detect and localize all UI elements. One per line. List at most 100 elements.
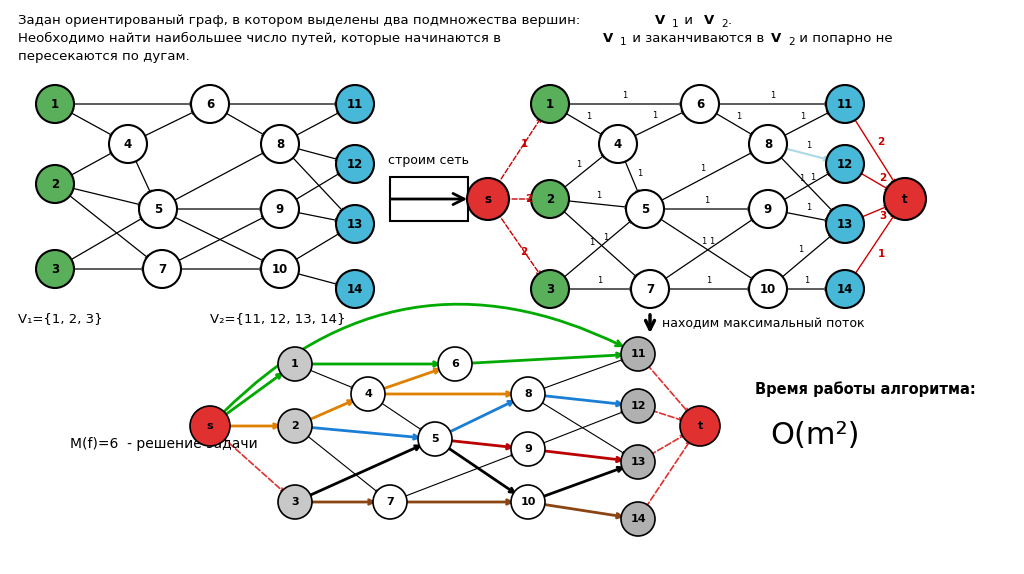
FancyArrowPatch shape (657, 218, 754, 280)
Text: 1: 1 (806, 141, 811, 150)
Text: 10: 10 (272, 262, 288, 276)
Text: 1: 1 (597, 276, 603, 285)
Text: 1: 1 (770, 91, 775, 99)
Text: 1: 1 (586, 112, 591, 121)
Text: 5: 5 (154, 203, 162, 215)
Text: 1: 1 (575, 160, 581, 169)
Text: 12: 12 (630, 401, 646, 411)
Text: 14: 14 (837, 282, 853, 296)
Text: Необходимо найти наибольшее число путей, которые начинаются в: Необходимо найти наибольшее число путей,… (18, 32, 505, 45)
Circle shape (599, 125, 637, 163)
Circle shape (36, 165, 74, 203)
FancyArrowPatch shape (632, 111, 685, 137)
Text: Время работы алгоритма:: Время работы алгоритма: (755, 381, 976, 397)
FancyArrowPatch shape (565, 288, 633, 290)
Text: 1: 1 (707, 276, 712, 285)
FancyArrowPatch shape (542, 395, 622, 406)
Text: 13: 13 (347, 218, 364, 231)
FancyArrowPatch shape (541, 359, 624, 389)
FancyArrowPatch shape (177, 267, 263, 271)
Text: 9: 9 (524, 444, 531, 454)
Circle shape (278, 485, 312, 519)
FancyArrowPatch shape (779, 235, 833, 279)
Circle shape (278, 409, 312, 443)
Text: 1: 1 (603, 233, 608, 242)
FancyArrowPatch shape (853, 117, 895, 184)
Circle shape (351, 377, 385, 411)
Text: 11: 11 (347, 98, 364, 111)
Text: 14: 14 (630, 514, 646, 524)
Text: 1: 1 (806, 203, 811, 212)
Text: 4: 4 (124, 138, 132, 150)
FancyArrowPatch shape (403, 500, 511, 504)
Circle shape (336, 270, 374, 308)
Text: 13: 13 (837, 218, 853, 231)
Circle shape (631, 270, 669, 308)
FancyBboxPatch shape (390, 177, 468, 221)
Text: 10: 10 (760, 282, 776, 296)
FancyArrowPatch shape (175, 216, 265, 262)
Text: 2: 2 (878, 137, 885, 146)
Text: 4: 4 (613, 138, 623, 150)
Text: 1: 1 (546, 98, 554, 111)
Text: 1: 1 (810, 173, 815, 183)
Circle shape (261, 125, 299, 163)
FancyArrowPatch shape (380, 402, 423, 430)
Circle shape (749, 190, 787, 228)
FancyArrowPatch shape (141, 111, 195, 137)
Text: и: и (680, 14, 701, 27)
Text: 2: 2 (525, 194, 532, 204)
Circle shape (36, 85, 74, 123)
FancyArrowPatch shape (713, 112, 754, 135)
FancyArrowPatch shape (561, 209, 638, 278)
FancyArrowPatch shape (778, 155, 834, 212)
Text: t: t (697, 421, 702, 431)
Circle shape (190, 406, 230, 446)
Text: 2: 2 (880, 173, 887, 183)
Circle shape (749, 125, 787, 163)
FancyArrowPatch shape (172, 216, 265, 262)
Text: 11: 11 (837, 98, 853, 111)
Circle shape (191, 85, 229, 123)
FancyArrowPatch shape (660, 207, 752, 211)
Circle shape (626, 190, 664, 228)
Circle shape (621, 337, 655, 371)
Circle shape (680, 406, 720, 446)
Text: 1: 1 (672, 19, 679, 29)
FancyArrowPatch shape (382, 392, 511, 396)
Circle shape (336, 205, 374, 243)
Text: V: V (705, 14, 715, 27)
Text: 1: 1 (804, 276, 809, 285)
Circle shape (621, 389, 655, 423)
FancyArrowPatch shape (309, 362, 438, 366)
Text: V₂={11, 12, 13, 14}: V₂={11, 12, 13, 14} (210, 312, 345, 325)
Text: 1: 1 (51, 98, 59, 111)
Text: пересекаются по дугам.: пересекаются по дугам. (18, 50, 189, 63)
FancyArrowPatch shape (223, 111, 265, 135)
Circle shape (143, 250, 181, 288)
Text: 8: 8 (524, 389, 531, 399)
FancyArrowPatch shape (651, 410, 682, 421)
Circle shape (511, 432, 545, 466)
Circle shape (681, 85, 719, 123)
Text: 3: 3 (51, 262, 59, 276)
Circle shape (467, 178, 509, 220)
Text: V: V (771, 32, 781, 45)
Circle shape (884, 178, 926, 220)
FancyArrowPatch shape (228, 424, 278, 428)
FancyArrowPatch shape (782, 148, 828, 161)
FancyArrowPatch shape (542, 451, 622, 461)
FancyArrowPatch shape (858, 172, 889, 190)
Circle shape (621, 502, 655, 536)
Text: 12: 12 (347, 157, 364, 170)
Circle shape (336, 145, 374, 183)
Text: 2: 2 (51, 177, 59, 191)
FancyArrowPatch shape (309, 427, 418, 439)
Text: 14: 14 (347, 282, 364, 296)
Text: 7: 7 (386, 497, 394, 507)
FancyArrowPatch shape (563, 112, 603, 135)
FancyArrowPatch shape (562, 220, 632, 279)
FancyArrowPatch shape (225, 102, 338, 106)
Text: .: . (728, 14, 732, 27)
Circle shape (36, 250, 74, 288)
